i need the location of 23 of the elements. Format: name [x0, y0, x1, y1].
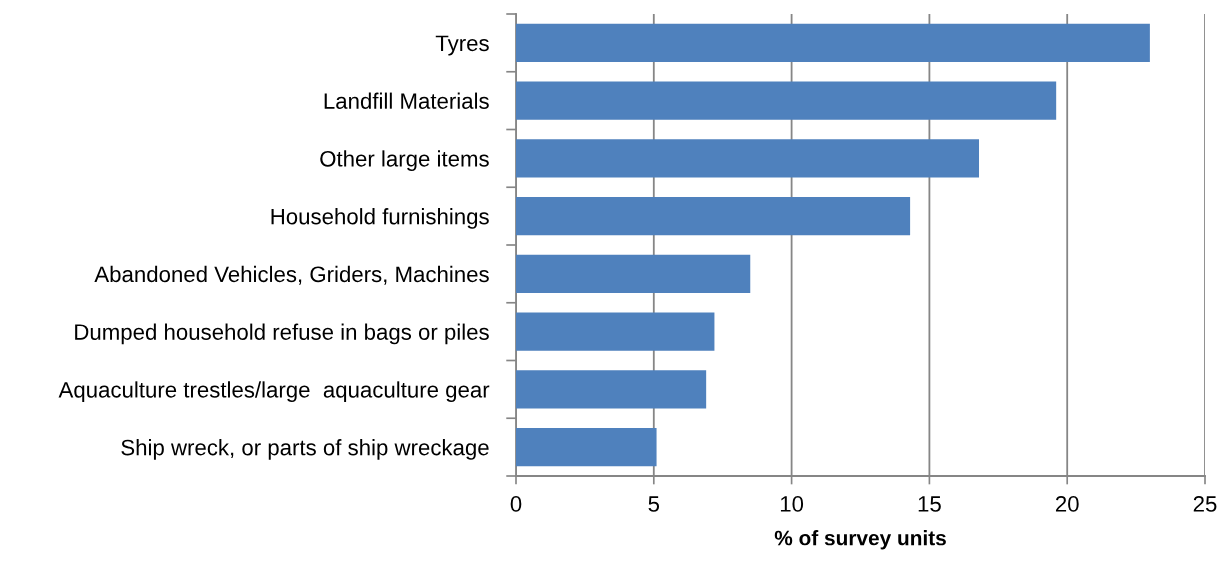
- x-tick-label: 0: [510, 496, 522, 512]
- y-tick-label: Household furnishings: [271, 208, 489, 229]
- x-tick-label: 10: [780, 496, 804, 512]
- y-tick-label: Aquaculture trestles/large aquaculture gear: [58, 381, 490, 403]
- y-tick-label: Tyres: [435, 35, 489, 56]
- bar: [516, 139, 980, 178]
- y-tick-label: Landfill Materials: [324, 92, 489, 109]
- x-tick-label: 15: [918, 496, 941, 512]
- bar: [516, 254, 751, 293]
- bar: [516, 81, 1057, 120]
- y-tick-label: Ship wreck, or parts of ship wreckage: [121, 439, 489, 460]
- x-axis-title: % of survey units: [774, 530, 946, 550]
- bar: [516, 370, 707, 409]
- bar: [516, 428, 657, 467]
- y-tick-label: Abandoned Vehicles, Griders, Machines: [94, 265, 489, 285]
- bar: [516, 23, 1150, 62]
- y-tick-label: Dumped household refuse in bags or piles: [75, 323, 489, 345]
- x-tick-label: 20: [1055, 496, 1079, 512]
- y-tick-label: Other large items: [320, 150, 489, 172]
- x-tick-label: 25: [1193, 496, 1217, 512]
- bar: [516, 197, 911, 236]
- x-tick-label: 5: [648, 496, 660, 512]
- bar: [516, 312, 715, 351]
